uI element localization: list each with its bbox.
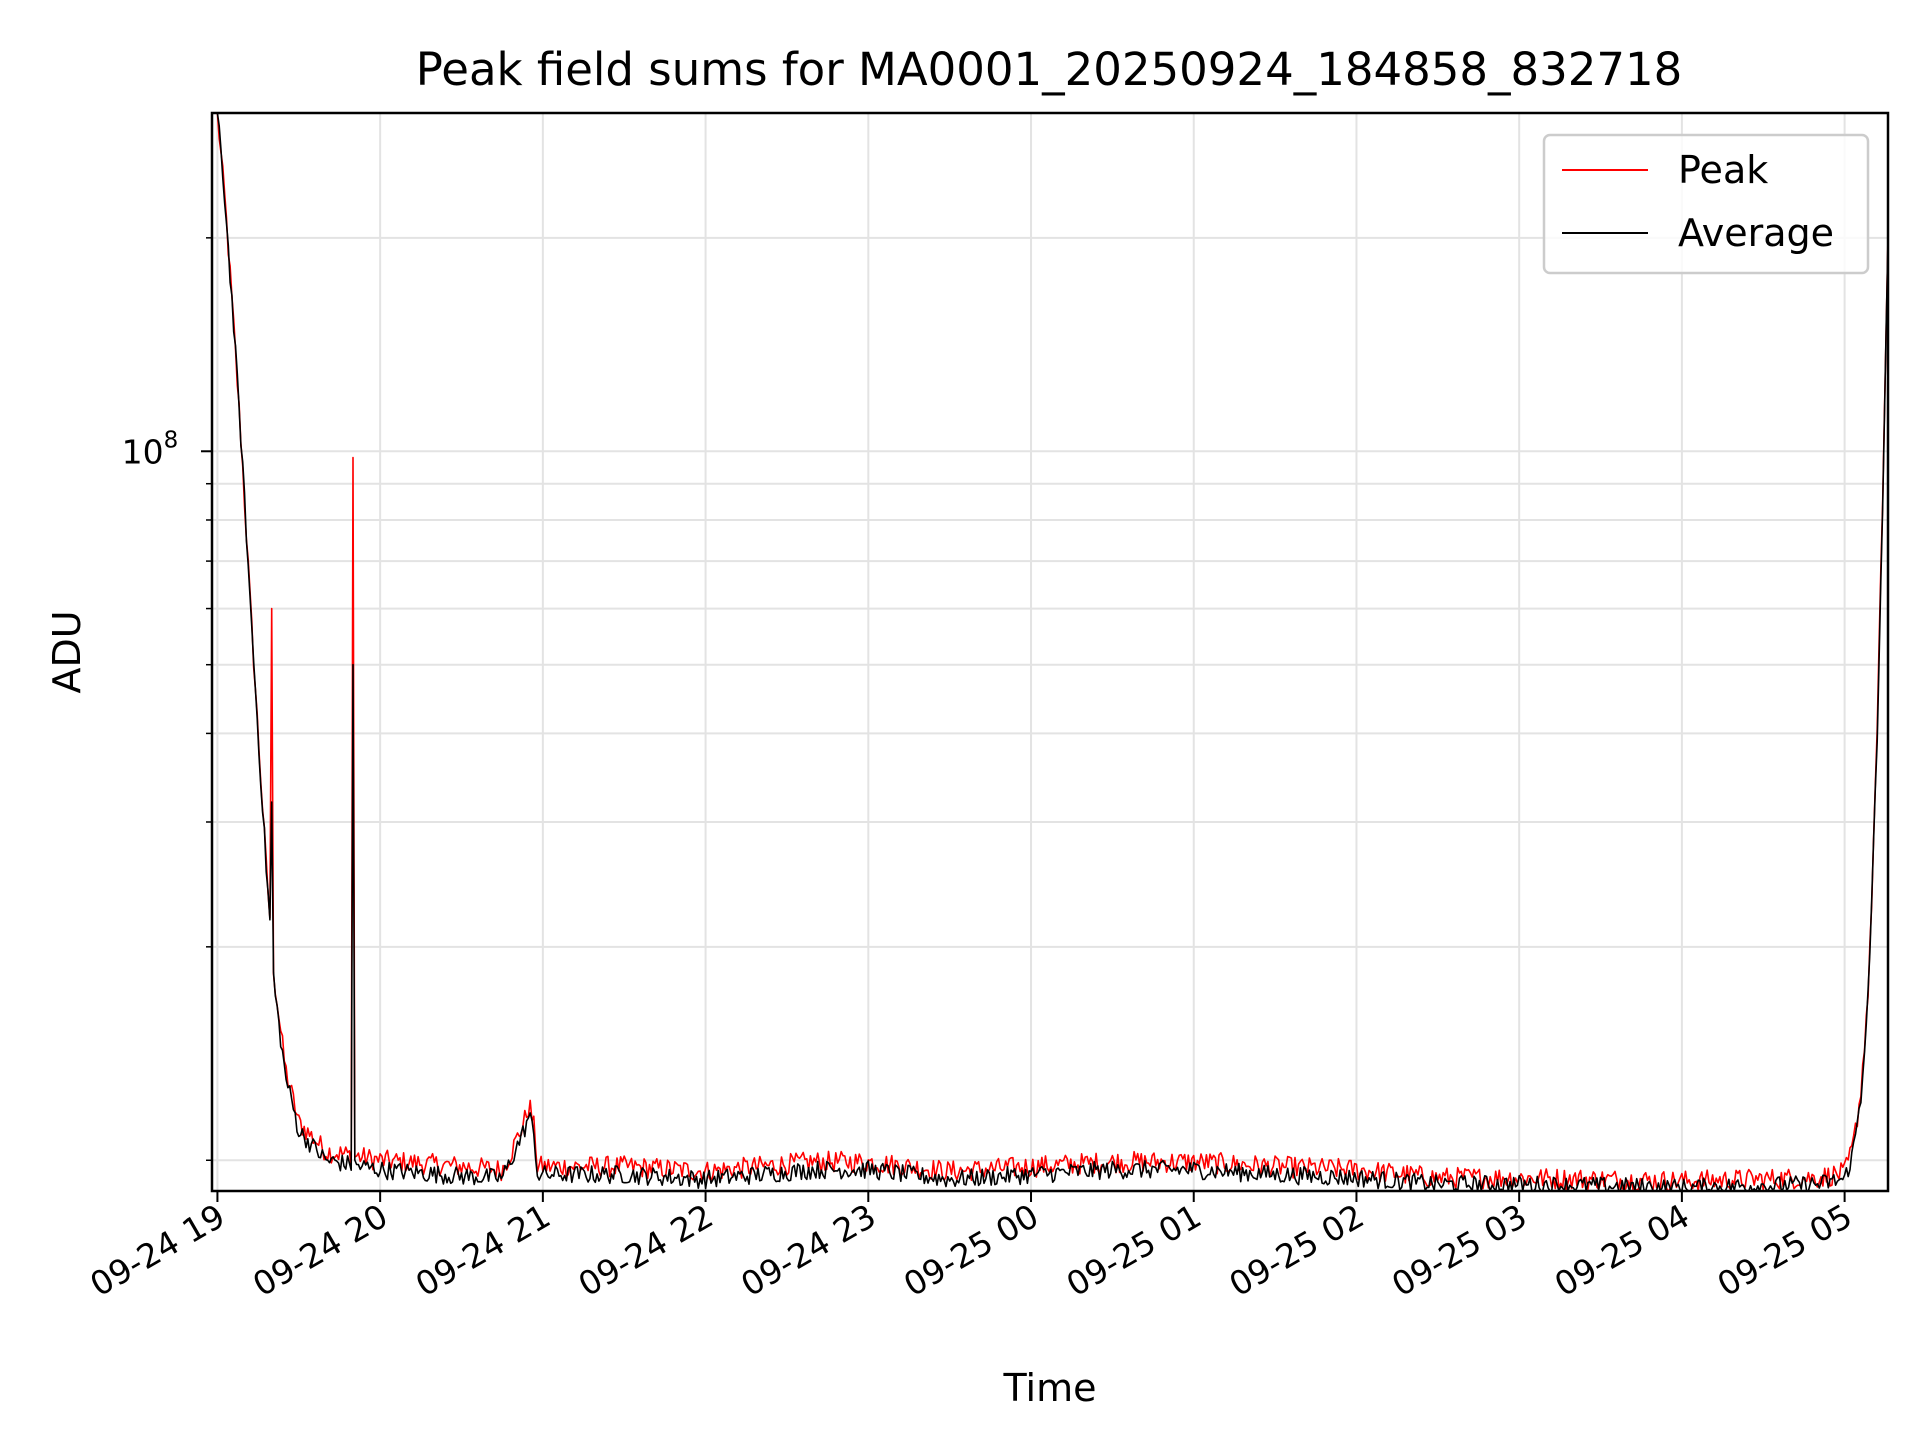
series-line-average	[216, 113, 1888, 1191]
y-axis: 108	[122, 237, 212, 1162]
plot-frame	[210, 111, 1890, 1193]
y-axis-label: ADU	[45, 610, 89, 693]
y-tick-label: 108	[122, 427, 179, 471]
series-layer	[216, 113, 1888, 1191]
legend-label-peak: Peak	[1678, 148, 1768, 192]
legend: Peak Average	[1542, 133, 1870, 275]
legend-label-average: Average	[1678, 211, 1834, 255]
x-axis-label: Time	[1003, 1366, 1097, 1410]
chart-title: Peak field sums for MA0001_20250924_1848…	[416, 43, 1683, 96]
grid-layer	[212, 113, 1888, 1191]
